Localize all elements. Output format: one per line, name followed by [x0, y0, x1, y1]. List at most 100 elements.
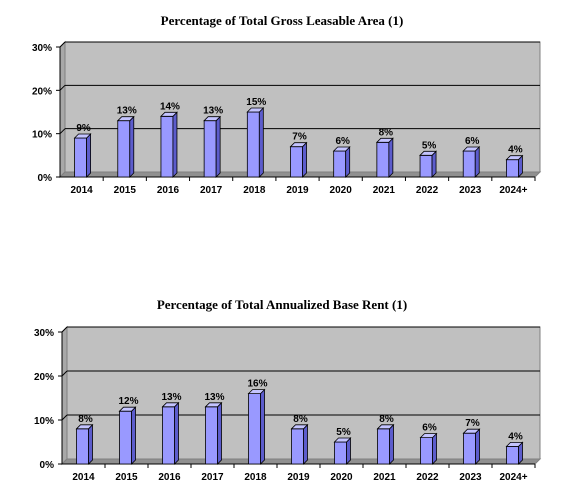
data-label: 4% [508, 145, 523, 156]
x-tick-label: 2015 [114, 185, 137, 196]
data-label: 7% [292, 132, 307, 143]
bar-side [345, 146, 351, 178]
bar-top [462, 428, 481, 434]
data-label: 5% [422, 140, 437, 151]
bar [420, 437, 433, 465]
data-label: 4% [508, 431, 523, 442]
gridline-side [59, 41, 66, 48]
x-tick-label: 2014 [70, 185, 93, 196]
y-tick-label: 20% [32, 86, 52, 97]
bar [246, 111, 260, 178]
data-label: 6% [465, 136, 480, 147]
bar-top [289, 142, 308, 148]
data-label: 8% [78, 414, 93, 425]
data-label: 6% [422, 423, 437, 434]
bar-top [505, 442, 524, 447]
x-tick-label: 2021 [373, 185, 396, 196]
bar [290, 146, 303, 178]
y-tick-label: 10% [32, 130, 52, 141]
bar-top [419, 150, 438, 156]
bar-top [333, 437, 352, 443]
bar [119, 410, 132, 465]
bar [333, 150, 347, 178]
y-tick-label: 30% [32, 43, 52, 54]
data-label: 13% [161, 392, 181, 403]
data-label: 8% [379, 127, 394, 138]
gridline-side [59, 128, 66, 135]
data-label: 5% [336, 427, 351, 438]
data-label: 9% [76, 123, 91, 134]
bar-top [203, 116, 222, 122]
bar [248, 393, 261, 465]
bar-top [204, 402, 223, 408]
y-tick-label: 0% [40, 460, 55, 471]
data-label: 13% [117, 106, 137, 117]
bar-side [475, 428, 480, 465]
bar [462, 150, 476, 178]
chart-gross-leasable-area: 0% 10% 20% 30% 9% 2014 13% 2015 14% 2016 13% 2017 15… [32, 40, 542, 196]
bar-top [118, 406, 137, 412]
plot-side-wall [59, 40, 66, 179]
bar-top [376, 424, 395, 430]
bar-side [260, 388, 265, 465]
y-tick-label: 10% [34, 416, 54, 427]
gridline-side [61, 370, 68, 377]
bar [506, 446, 519, 465]
bar-top [247, 389, 266, 394]
x-tick-label: 2017 [201, 472, 224, 483]
bar [334, 441, 347, 465]
bar [419, 154, 433, 178]
bar [377, 428, 390, 465]
bar-side [174, 401, 179, 465]
bar-top [505, 155, 524, 161]
bar [162, 406, 175, 465]
x-tick-label: 2019 [286, 185, 309, 196]
bar-top [246, 107, 265, 113]
data-label: 12% [118, 396, 138, 407]
x-tick-label: 2016 [157, 185, 180, 196]
data-label: 16% [247, 379, 267, 390]
bar-side [302, 141, 307, 178]
bar-side [131, 406, 136, 465]
bar [205, 406, 218, 465]
data-label: 8% [293, 414, 308, 425]
bar-side [474, 146, 480, 178]
x-tick-label: 2015 [115, 472, 138, 483]
x-tick-label: 2016 [158, 472, 181, 483]
x-tick-label: 2020 [330, 185, 353, 196]
bar-side [258, 107, 264, 178]
bar [117, 120, 131, 178]
bar-top [161, 402, 180, 408]
bar-top [290, 424, 309, 430]
bar-side [303, 423, 308, 465]
chart-1-title: Percentage of Total Gross Leasable Area … [160, 13, 404, 28]
bar [74, 137, 87, 178]
x-tick-label: 2014 [72, 472, 95, 483]
data-label: 8% [379, 414, 394, 425]
y-tick-label: 0% [38, 173, 53, 184]
bar [506, 159, 519, 178]
y-tick-label: 30% [34, 328, 54, 339]
bar-side [172, 111, 178, 178]
x-tick-label: 2023 [459, 185, 482, 196]
bar [291, 428, 304, 465]
bar [160, 115, 174, 178]
x-tick-label: 2018 [243, 185, 266, 196]
bar-top [375, 137, 394, 143]
gridline-side [61, 326, 68, 333]
x-tick-label: 2023 [459, 472, 482, 483]
bar-top [462, 146, 481, 152]
bar-side [88, 423, 93, 465]
chart-annualized-base-rent: 0% 10% 20% 30% 8% 2014 12% 2015 13% 2016 13% 2017 16… [34, 325, 542, 483]
x-tick-label: 2018 [244, 472, 267, 483]
data-label: 7% [465, 418, 480, 429]
data-label: 13% [204, 392, 224, 403]
x-tick-label: 2024+ [499, 472, 527, 483]
chart-2-title: Percentage of Total Annualized Base Rent… [156, 297, 408, 312]
data-label: 14% [160, 101, 180, 112]
x-tick-label: 2020 [330, 472, 353, 483]
bar-side [215, 115, 221, 178]
data-label: 6% [335, 136, 350, 147]
bar-top [159, 111, 178, 117]
bar-side [129, 115, 135, 178]
